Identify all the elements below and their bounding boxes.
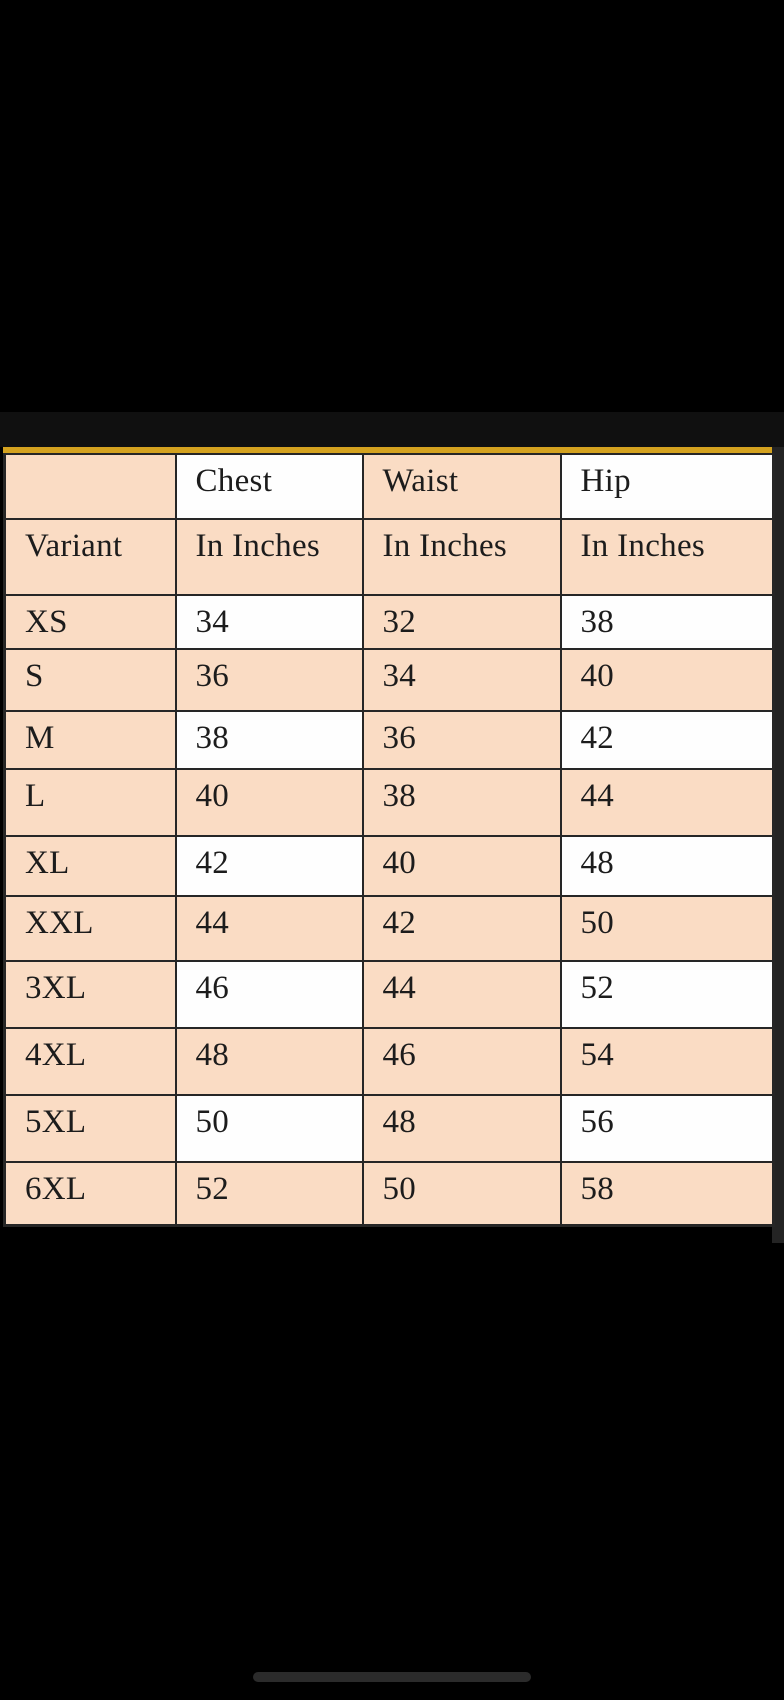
chest-value-cell: 40 — [174, 768, 364, 837]
waist-value-cell: 34 — [361, 648, 562, 712]
chest-value-cell: 52 — [174, 1161, 364, 1226]
chest-value-cell: 50 — [174, 1094, 364, 1163]
waist-value-cell: 32 — [361, 594, 562, 650]
waist-value-cell: 42 — [361, 895, 562, 962]
waist-value-cell: 44 — [361, 960, 562, 1029]
variant-cell: 5XL — [3, 1094, 177, 1163]
hip-value-cell: 56 — [559, 1094, 775, 1163]
waist-value-cell: 48 — [361, 1094, 562, 1163]
size-row: XL 42 40 48 — [3, 835, 775, 897]
header-hip-cell: Hip — [559, 453, 775, 520]
hip-value-cell: 38 — [559, 594, 775, 650]
image-right-gutter — [772, 447, 784, 1243]
chest-value-cell: 36 — [174, 648, 364, 712]
hip-value-cell: 42 — [559, 710, 775, 770]
size-row: 4XL 48 46 54 — [3, 1027, 775, 1096]
variant-cell: M — [3, 710, 177, 770]
unit-header-row: Variant In Inches In Inches In Inches — [3, 518, 775, 596]
size-chart-body: XS 34 32 38 S 36 34 40 M 38 36 42 L 40 38 44 XL 42 40 48 XXL… — [3, 594, 775, 1226]
size-row: S 36 34 40 — [3, 648, 775, 712]
hip-value-cell: 52 — [559, 960, 775, 1029]
size-row: XS 34 32 38 — [3, 594, 775, 650]
size-chart-image: Chest Waist Hip Variant In Inches In Inc… — [3, 447, 775, 1227]
chest-value-cell: 44 — [174, 895, 364, 962]
header-waist-cell: Waist — [361, 453, 562, 520]
variant-cell: 3XL — [3, 960, 177, 1029]
unit-chest-inches-cell: In Inches — [174, 518, 364, 596]
size-row: 3XL 46 44 52 — [3, 960, 775, 1029]
size-row: L 40 38 44 — [3, 768, 775, 837]
waist-value-cell: 50 — [361, 1161, 562, 1226]
chest-value-cell: 46 — [174, 960, 364, 1029]
home-indicator[interactable] — [253, 1672, 531, 1682]
chest-value-cell: 38 — [174, 710, 364, 770]
size-chart-table: Chest Waist Hip Variant In Inches In Inc… — [3, 453, 775, 1227]
variant-cell: 6XL — [3, 1161, 177, 1226]
chest-value-cell: 48 — [174, 1027, 364, 1096]
header-chest-cell: Chest — [174, 453, 364, 520]
image-top-shadow — [0, 412, 784, 447]
hip-value-cell: 44 — [559, 768, 775, 837]
variant-cell: L — [3, 768, 177, 837]
variant-cell: XXL — [3, 895, 177, 962]
header-variant-cell: Variant — [3, 518, 177, 596]
variant-cell: 4XL — [3, 1027, 177, 1096]
measure-header-row: Chest Waist Hip — [3, 453, 775, 520]
waist-value-cell: 46 — [361, 1027, 562, 1096]
chest-value-cell: 34 — [174, 594, 364, 650]
size-row: M 38 36 42 — [3, 710, 775, 770]
hip-value-cell: 48 — [559, 835, 775, 897]
waist-value-cell: 40 — [361, 835, 562, 897]
gold-accent-line — [3, 447, 772, 453]
unit-hip-inches-cell: In Inches — [559, 518, 775, 596]
chest-value-cell: 42 — [174, 835, 364, 897]
waist-value-cell: 38 — [361, 768, 562, 837]
variant-cell: XL — [3, 835, 177, 897]
hip-value-cell: 54 — [559, 1027, 775, 1096]
variant-cell: XS — [3, 594, 177, 650]
size-row: 6XL 52 50 58 — [3, 1161, 775, 1226]
variant-cell: S — [3, 648, 177, 712]
size-chart-header: Chest Waist Hip Variant In Inches In Inc… — [3, 453, 775, 596]
size-row: XXL 44 42 50 — [3, 895, 775, 962]
hip-value-cell: 50 — [559, 895, 775, 962]
corner-cell — [3, 453, 177, 520]
unit-waist-inches-cell: In Inches — [361, 518, 562, 596]
waist-value-cell: 36 — [361, 710, 562, 770]
size-row: 5XL 50 48 56 — [3, 1094, 775, 1163]
hip-value-cell: 58 — [559, 1161, 775, 1226]
hip-value-cell: 40 — [559, 648, 775, 712]
